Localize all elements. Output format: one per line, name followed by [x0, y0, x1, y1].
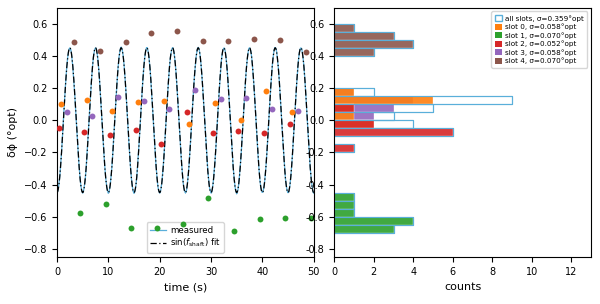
measured [53, 191, 61, 194]
measured [67, 47, 74, 50]
Point [242, 96, 251, 101]
Point [307, 216, 316, 221]
Point [190, 88, 200, 93]
FancyBboxPatch shape [334, 48, 374, 56]
Point [301, 50, 310, 55]
measured [217, 74, 224, 77]
Point [95, 49, 105, 54]
Point [255, 216, 265, 221]
measured [233, 192, 241, 195]
Point [203, 195, 213, 200]
Point [101, 201, 110, 206]
Point [198, 39, 208, 44]
Point [105, 133, 115, 137]
FancyBboxPatch shape [334, 128, 453, 136]
sin($f_\mathregular{shaft}$) fit [66, 46, 73, 50]
FancyBboxPatch shape [334, 201, 354, 209]
Point [76, 211, 85, 216]
Point [82, 97, 92, 102]
sin($f_\mathregular{shaft}$) fit [310, 191, 317, 194]
Point [146, 31, 156, 36]
FancyBboxPatch shape [334, 104, 354, 112]
FancyBboxPatch shape [334, 88, 354, 96]
FancyBboxPatch shape [334, 32, 394, 40]
Point [164, 107, 174, 112]
FancyBboxPatch shape [334, 144, 354, 152]
FancyBboxPatch shape [334, 192, 354, 201]
Point [70, 40, 79, 45]
measured [205, 181, 212, 185]
Y-axis label: δϕ (°opt): δϕ (°opt) [8, 107, 18, 157]
measured [244, 56, 251, 60]
FancyBboxPatch shape [334, 217, 413, 225]
Line: measured: measured [57, 47, 314, 194]
Point [293, 109, 302, 114]
Point [259, 131, 269, 136]
Point [287, 110, 297, 115]
Point [185, 122, 194, 126]
Point [262, 89, 271, 94]
Point [107, 109, 117, 113]
FancyBboxPatch shape [334, 96, 413, 104]
FancyBboxPatch shape [334, 209, 354, 217]
sin($f_\mathregular{shaft}$) fit [244, 56, 251, 60]
Point [159, 99, 169, 104]
Point [139, 99, 149, 104]
FancyBboxPatch shape [334, 88, 354, 96]
sin($f_\mathregular{shaft}$) fit [217, 74, 224, 78]
Point [121, 39, 131, 44]
X-axis label: counts: counts [444, 282, 481, 292]
Point [127, 226, 136, 231]
Point [208, 131, 217, 136]
Legend: all slots, σ=0.359°opt, slot 0, σ=0.058°opt, slot 1, σ=0.070°opt, slot 2, σ=0.05: all slots, σ=0.359°opt, slot 0, σ=0.058°… [491, 11, 587, 68]
measured [146, 66, 154, 69]
Point [285, 122, 295, 126]
FancyBboxPatch shape [334, 120, 374, 128]
FancyBboxPatch shape [334, 40, 413, 48]
Point [178, 221, 188, 226]
Point [62, 110, 71, 115]
X-axis label: time (s): time (s) [164, 282, 207, 292]
Point [56, 101, 66, 106]
FancyBboxPatch shape [334, 24, 354, 32]
Point [79, 130, 89, 135]
Point [250, 36, 259, 41]
sin($f_\mathregular{shaft}$) fit [257, 187, 265, 191]
FancyBboxPatch shape [334, 112, 354, 120]
Point [268, 107, 277, 112]
Legend: measured, sin($f_\mathregular{shaft}$) fit: measured, sin($f_\mathregular{shaft}$) f… [146, 223, 224, 253]
Point [54, 125, 64, 130]
FancyBboxPatch shape [334, 225, 394, 233]
Point [172, 28, 182, 33]
Point [157, 142, 166, 147]
sin($f_\mathregular{shaft}$) fit [205, 181, 212, 185]
measured [310, 191, 317, 195]
measured [257, 187, 265, 191]
Point [152, 225, 162, 230]
Point [281, 215, 290, 220]
Line: sin($f_\mathregular{shaft}$) fit: sin($f_\mathregular{shaft}$) fit [57, 48, 314, 192]
FancyBboxPatch shape [334, 112, 374, 120]
Point [229, 229, 239, 233]
Point [216, 97, 226, 102]
measured [118, 45, 125, 49]
Point [233, 129, 243, 133]
FancyBboxPatch shape [334, 96, 433, 104]
sin($f_\mathregular{shaft}$) fit [146, 66, 154, 70]
Point [275, 37, 284, 42]
Point [88, 113, 97, 118]
FancyBboxPatch shape [334, 120, 374, 128]
Point [224, 39, 233, 44]
FancyBboxPatch shape [334, 104, 394, 112]
Point [133, 99, 143, 104]
sin($f_\mathregular{shaft}$) fit [53, 191, 61, 194]
Point [182, 109, 192, 114]
FancyBboxPatch shape [334, 104, 354, 112]
Point [211, 101, 220, 105]
Point [236, 118, 245, 123]
sin($f_\mathregular{shaft}$) fit [67, 46, 74, 50]
Point [131, 127, 140, 132]
Point [113, 95, 123, 100]
